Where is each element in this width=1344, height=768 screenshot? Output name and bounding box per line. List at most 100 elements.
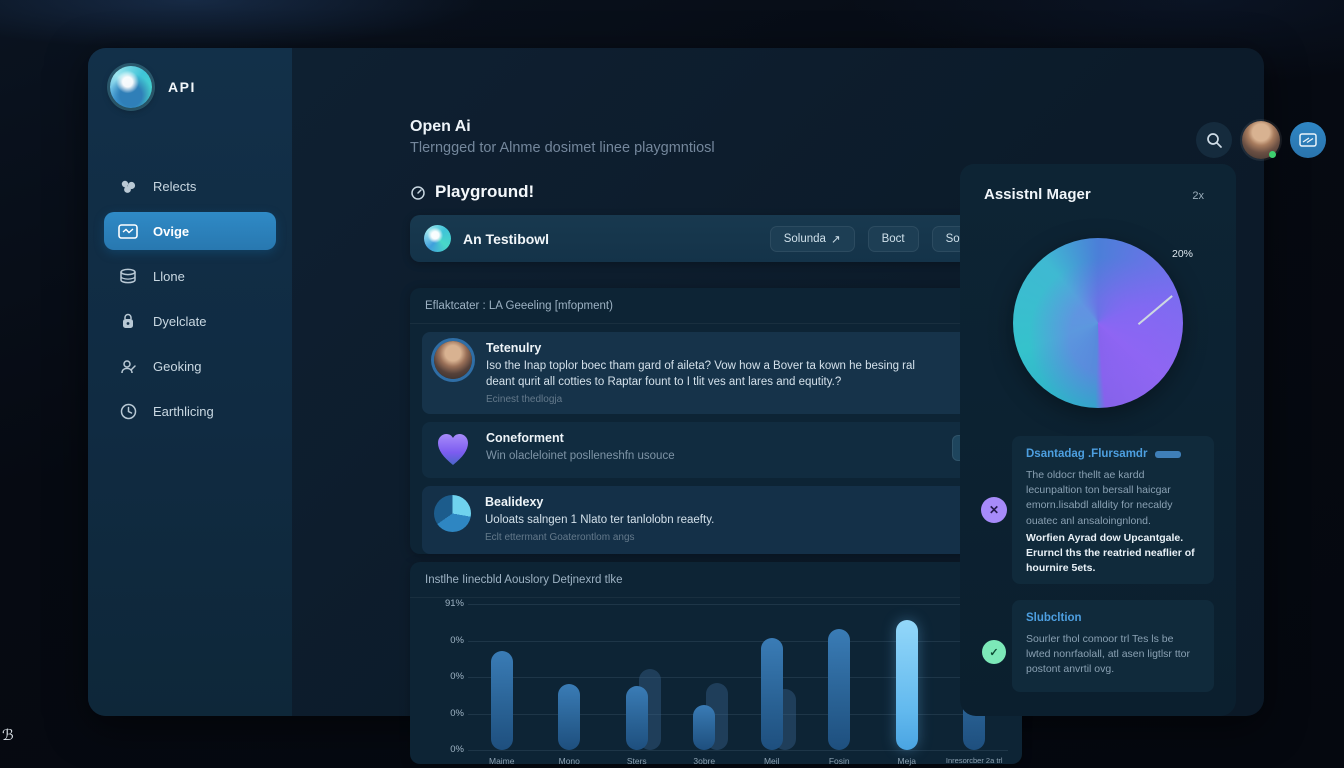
x-axis-tick: Mono [558, 756, 580, 766]
testbow-card: An Testibowl Solunda↗BoctSordl ▾ [410, 215, 1022, 262]
chart-header: Instlhe Iinecbld Aouslory Detjnexrd tlke… [410, 562, 1022, 598]
sidebar-item-geoking[interactable]: Geoking [104, 347, 276, 385]
chart-bar [625, 685, 648, 750]
section-title: Playground! [435, 182, 535, 201]
section-header: Playground! [410, 182, 534, 202]
sidebar-item-earthlicing[interactable]: Earthlicing [104, 392, 276, 430]
y-axis-tick: 0% [450, 634, 464, 646]
row-title: Coneforment [486, 431, 564, 445]
button-label: Boct [881, 232, 905, 245]
arrow-up-right-icon: ↗ [830, 233, 841, 246]
testbow-title: An Testibowl [463, 230, 550, 247]
check-icon[interactable]: ✓ [982, 640, 1006, 664]
row-content: Tetenulry Iso the Inap toplor boec tham g… [486, 341, 936, 405]
app-logo-label: API [168, 79, 196, 95]
chart-bar [895, 619, 918, 750]
pie-chart [1013, 238, 1183, 408]
assistant-card: Slubcltion Sourler thol comoor trl Tes ls… [1012, 600, 1214, 692]
list-item[interactable]: Coneforment Win olacleloinet poslleneshfn… [422, 422, 1010, 478]
sidebar-item-label: Relects [153, 178, 197, 194]
row-title: Bealidexy [485, 495, 544, 509]
chart-gridline [468, 677, 1008, 678]
chart-bar [760, 637, 783, 750]
conversation-rows: Tetenulry Iso the Inap toplor boec tham g… [410, 332, 1022, 554]
x-axis-tick: Inresorcber 2a trl [945, 756, 1003, 765]
row-body: Win olacleloinet poslleneshfn usouce [486, 450, 675, 462]
chart-gridline [468, 604, 1008, 605]
sidebar-item-dyelclate[interactable]: Dyelclate [104, 302, 276, 340]
chart-gridline [468, 750, 1008, 751]
page-title: Open Ai [410, 118, 471, 135]
lock-icon [118, 311, 138, 331]
list-item[interactable]: Bealidexy Uoloats salngen 1 Nlato ter tan… [422, 486, 1010, 554]
y-axis-tick: 91% [444, 598, 464, 609]
y-axis-tick: 0% [450, 744, 464, 755]
row-content: Coneforment Win olacleloinet poslleneshfn… [486, 431, 675, 469]
assistant-card-title: Slubcltion [1026, 612, 1200, 624]
bar-chart: Maime Mono Sters 3obre Meil Fosin Meja Inresorc… [468, 600, 1008, 766]
sidebar-item-ovige[interactable]: Ovige [104, 212, 276, 250]
assistant-panel: Assistnl Mager 2x 20% Dsantadag .Flursam… [960, 164, 1236, 716]
chat-card-icon [118, 221, 138, 241]
legend-pill [1155, 450, 1182, 458]
chart-gridline [468, 713, 1008, 715]
assistant-card-emphasis: Worfien Ayrad dow Upcantgale. Erurncl th… [1026, 531, 1195, 575]
list-item[interactable]: Tetenulry Iso the Inap toplor boec tham g… [422, 332, 1010, 414]
x-axis-tick: Meja [897, 756, 916, 766]
app-logo-icon [110, 66, 152, 108]
x-axis-tick: Meil [763, 756, 780, 766]
y-axis-tick: 0% [450, 671, 464, 682]
assistant-title: Assistnl Mager [984, 186, 1091, 203]
cluster-icon [118, 176, 138, 196]
x-icon[interactable]: ✕ [981, 497, 1007, 523]
app-logo-row: API [110, 66, 196, 108]
row-meta: Ecinest thedlogja [486, 394, 563, 406]
search-button[interactable] [1196, 122, 1232, 158]
button-label: Solunda [783, 232, 826, 245]
solunda-button[interactable]: Solunda ↗ [769, 225, 855, 252]
x-axis-tick: Sters [626, 756, 647, 766]
testbow-logo-icon [424, 225, 451, 252]
user-edit-icon [118, 356, 138, 376]
assistant-card-body: The oldocr thellt ae kardd lecunpaltion … [1026, 469, 1173, 527]
sidebar-item-relects[interactable]: Relects [104, 167, 276, 205]
assistant-corner-label[interactable]: 2x [1192, 190, 1204, 202]
card-icon [1299, 133, 1317, 147]
conversation-header: Eflaktcater : LA Geeeling [mfopment) + [410, 288, 1022, 324]
y-axis-tick: 0% [450, 707, 464, 719]
chart-bar [828, 628, 851, 750]
heart-icon [434, 431, 472, 469]
conversation-panel: Eflaktcater : LA Geeeling [mfopment) + T… [410, 288, 1022, 554]
badge-button[interactable] [1290, 122, 1326, 158]
assistant-card-body: Sourler thol comoor trl Tes ls be lwted … [1026, 633, 1190, 676]
chart-bar [558, 684, 581, 750]
user-avatar[interactable] [1242, 121, 1280, 159]
chart-panel: Instlhe Iinecbld Aouslory Detjnexrd tlke… [410, 562, 1022, 766]
chart-gridline [468, 640, 1008, 642]
sidebar-item-label: Dyelclate [153, 313, 207, 329]
topbar-actions [1196, 121, 1326, 159]
sidebar: API Relects Ovige Llone Dyelclate Geoking Ear… [88, 48, 292, 716]
clock-icon [118, 401, 138, 421]
row-body: Iso the Inap toplor boec tham gard of ai… [486, 360, 915, 389]
row-meta: Eclt ettermant Goaterontlom angs [485, 532, 635, 544]
gauge-icon [410, 184, 426, 200]
row-content: Bealidexy Uoloats salngen 1 Nlato ter tan… [485, 495, 714, 545]
sidebar-item-llone[interactable]: Llone [104, 257, 276, 295]
page-subtitle: Tlerngged tor Alnme dosimet linee playgm… [410, 140, 715, 156]
boct-button[interactable]: Boct [867, 225, 919, 252]
assistant-card: Dsantadag .Flursamdr The oldocr thellt ae… [1012, 436, 1214, 584]
pie-annotation-label: 20% [1172, 248, 1194, 260]
sidebar-menu: Relects Ovige Llone Dyelclate Geoking Earthli… [88, 160, 292, 437]
row-title: Tetenulry [486, 341, 542, 355]
database-icon [118, 266, 138, 286]
sidebar-item-label: Llone [153, 268, 185, 284]
assistant-card-title-text: Dsantadag .Flursamdr [1026, 448, 1148, 460]
app-window: API Relects Ovige Llone Dyelclate Geoking Ear… [88, 48, 1326, 766]
x-axis-tick: 3obre [693, 756, 716, 766]
row-body: Uoloats salngen 1 Nlato ter tanlolobn re… [485, 514, 715, 526]
chart-title: Instlhe Iinecbld Aouslory Detjnexrd tlke [425, 573, 623, 586]
testbow-buttons: Solunda↗BoctSordl [769, 225, 987, 252]
search-icon [1206, 132, 1223, 149]
